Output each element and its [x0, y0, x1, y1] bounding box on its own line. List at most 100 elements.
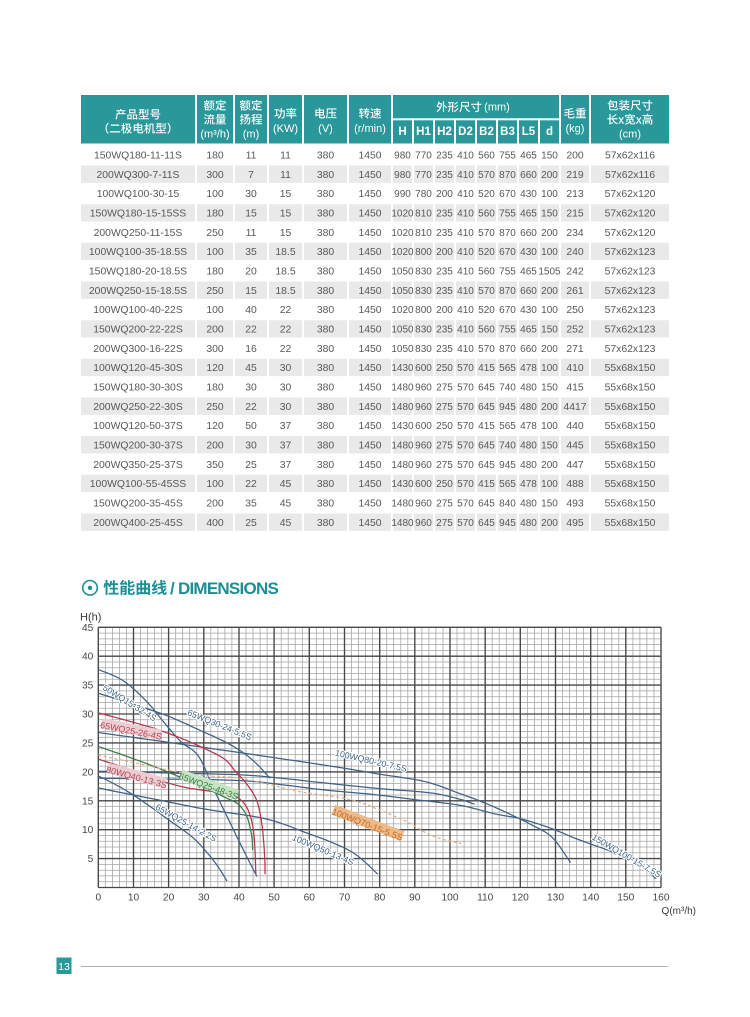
svg-text:250: 250 [206, 286, 224, 297]
svg-text:B2: B2 [479, 126, 494, 138]
svg-text:55x68x150: 55x68x150 [605, 363, 656, 374]
svg-text:22: 22 [245, 402, 257, 413]
svg-text:242: 242 [566, 267, 584, 278]
svg-text:275: 275 [436, 518, 453, 529]
svg-text:30: 30 [82, 710, 94, 721]
svg-text:410: 410 [457, 151, 474, 162]
svg-text:Q(m³/h): Q(m³/h) [662, 906, 696, 917]
svg-text:150WQ180-11-11S: 150WQ180-11-11S [94, 151, 182, 162]
svg-text:740: 740 [499, 441, 516, 452]
svg-text:100: 100 [541, 247, 558, 258]
svg-text:35: 35 [245, 247, 257, 258]
svg-text:100WQ100-55-45SS: 100WQ100-55-45SS [90, 479, 187, 490]
svg-text:570: 570 [457, 421, 474, 432]
svg-text:100: 100 [206, 305, 224, 316]
svg-text:200: 200 [541, 286, 558, 297]
svg-text:200WQ250-15-18.5S: 200WQ250-15-18.5S [89, 286, 187, 297]
svg-text:670: 670 [499, 247, 516, 258]
svg-text:660: 660 [520, 228, 537, 239]
svg-text:100: 100 [206, 479, 224, 490]
svg-text:755: 755 [499, 151, 516, 162]
svg-text:1450: 1450 [358, 402, 381, 413]
svg-text:960: 960 [415, 383, 432, 394]
svg-text:300: 300 [206, 344, 224, 355]
svg-text:30: 30 [245, 189, 257, 200]
svg-text:1430: 1430 [391, 479, 414, 490]
svg-text:570: 570 [457, 383, 474, 394]
svg-text:560: 560 [478, 209, 495, 220]
svg-text:150WQ200-22-22S: 150WQ200-22-22S [93, 325, 183, 336]
svg-text:660: 660 [520, 344, 537, 355]
svg-text:90: 90 [409, 893, 421, 904]
svg-text:380: 380 [317, 267, 335, 278]
svg-text:45: 45 [280, 499, 292, 510]
svg-text:380: 380 [317, 460, 335, 471]
svg-text:55x68x150: 55x68x150 [605, 441, 656, 452]
svg-text:570: 570 [478, 228, 495, 239]
svg-text:1430: 1430 [391, 363, 414, 374]
svg-text:570: 570 [457, 363, 474, 374]
svg-text:520: 520 [478, 189, 495, 200]
svg-text:200: 200 [436, 189, 453, 200]
svg-text:830: 830 [415, 286, 432, 297]
svg-text:15: 15 [280, 189, 292, 200]
svg-text:1450: 1450 [358, 441, 381, 452]
svg-text:1430: 1430 [391, 421, 414, 432]
svg-text:100: 100 [541, 421, 558, 432]
svg-text:70: 70 [339, 893, 351, 904]
svg-text:415: 415 [478, 421, 495, 432]
svg-text:810: 810 [415, 209, 432, 220]
svg-text:15: 15 [245, 209, 257, 220]
svg-text:520: 520 [478, 247, 495, 258]
svg-text:100: 100 [541, 363, 558, 374]
svg-text:570: 570 [457, 460, 474, 471]
svg-text:25: 25 [245, 518, 257, 529]
svg-text:H: H [398, 126, 406, 138]
svg-text:180: 180 [206, 267, 224, 278]
svg-text:560: 560 [478, 267, 495, 278]
svg-text:200: 200 [566, 151, 584, 162]
svg-text:1450: 1450 [358, 479, 381, 490]
svg-text:235: 235 [436, 325, 453, 336]
svg-text:960: 960 [415, 402, 432, 413]
svg-text:7: 7 [248, 170, 254, 181]
svg-text:57x62x123: 57x62x123 [605, 286, 656, 297]
svg-text:465: 465 [520, 325, 537, 336]
svg-text:410: 410 [457, 247, 474, 258]
svg-text:1450: 1450 [358, 518, 381, 529]
svg-text:430: 430 [520, 305, 537, 316]
svg-text:990: 990 [394, 189, 411, 200]
svg-text:11: 11 [246, 151, 257, 162]
svg-text:520: 520 [478, 305, 495, 316]
svg-text:(m³/h): (m³/h) [200, 129, 229, 141]
svg-text:560: 560 [478, 151, 495, 162]
svg-text:200: 200 [206, 441, 224, 452]
svg-text:150: 150 [541, 441, 558, 452]
svg-text:15: 15 [245, 286, 257, 297]
svg-text:410: 410 [457, 305, 474, 316]
svg-text:415: 415 [566, 383, 584, 394]
svg-text:100: 100 [541, 479, 558, 490]
svg-text:4417: 4417 [563, 402, 586, 413]
svg-text:200WQ250-11-15S: 200WQ250-11-15S [94, 228, 183, 239]
svg-text:1050: 1050 [391, 344, 414, 355]
svg-text:(mm): (mm) [484, 102, 510, 114]
svg-text:380: 380 [317, 344, 335, 355]
svg-text:240: 240 [566, 247, 584, 258]
svg-text:1480: 1480 [391, 460, 414, 471]
svg-text:D2: D2 [458, 126, 473, 138]
svg-text:60: 60 [304, 893, 316, 904]
svg-text:810: 810 [415, 228, 432, 239]
svg-text:570: 570 [457, 479, 474, 490]
svg-text:300: 300 [206, 170, 224, 181]
svg-text:250: 250 [436, 363, 453, 374]
svg-text:570: 570 [478, 286, 495, 297]
svg-text:25: 25 [82, 738, 94, 749]
svg-text:488: 488 [566, 479, 584, 490]
svg-text:250: 250 [566, 305, 584, 316]
svg-text:22: 22 [280, 305, 292, 316]
svg-text:380: 380 [317, 402, 335, 413]
svg-text:660: 660 [520, 170, 537, 181]
svg-text:271: 271 [566, 344, 584, 355]
svg-text:645: 645 [478, 460, 495, 471]
